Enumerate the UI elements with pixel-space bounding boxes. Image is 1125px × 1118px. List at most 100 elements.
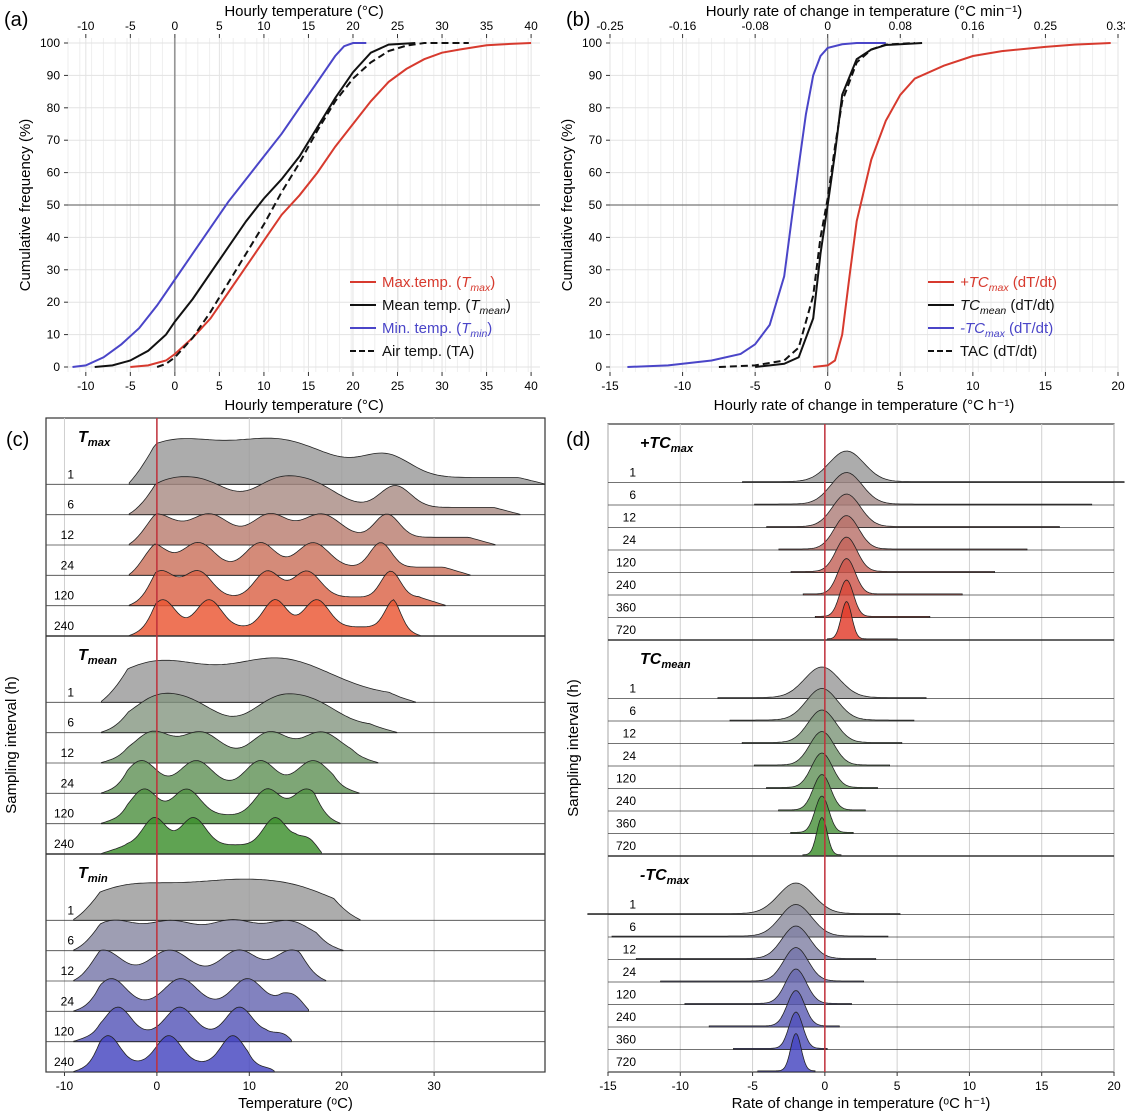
ridge-density (73, 1035, 275, 1073)
ridge-density (708, 990, 840, 1028)
ridge-label: 12 (623, 943, 637, 957)
y-tick-label: 20 (47, 295, 61, 309)
ridge-label: 360 (616, 817, 636, 831)
ridge-density (790, 795, 854, 834)
legend-label: TAC (dT/dt) (960, 343, 1037, 360)
ridge-density (766, 493, 1060, 528)
x-tick-label: 20 (335, 1079, 349, 1093)
panel-b-cumulative-rate: (b) 0 10 20 30 40 50 60 70 80 90 100 -15 -10 -5 0 5 10 15 2… (559, 3, 1125, 414)
x-tick-label: 10 (963, 1079, 977, 1093)
ridge-label: 6 (67, 716, 74, 730)
x-tick-label: 30 (435, 379, 449, 393)
x-tick-label: -5 (750, 379, 761, 393)
y-tick-label: 20 (589, 295, 603, 309)
x-top-tick-label: -0.16 (669, 19, 697, 33)
group-title: +TCmax (640, 435, 694, 455)
ridge-label: 24 (61, 558, 75, 572)
y-tick-label: 90 (589, 68, 603, 82)
x-tick-label: 30 (427, 1079, 441, 1093)
ridge-label: 120 (54, 807, 74, 821)
series-line-0 (813, 42, 1111, 368)
ridge-density (73, 919, 344, 952)
x-tick-label: -10 (672, 1079, 690, 1093)
ridge-density (778, 774, 866, 812)
ridge-density (635, 925, 877, 960)
x-tick-label: -5 (125, 379, 136, 393)
x-tick-label: 25 (391, 379, 405, 393)
x-top-tick-label: 10 (257, 19, 271, 33)
x-top-tick-label: 0 (172, 19, 179, 33)
legend-label: Air temp. (TA) (382, 343, 474, 360)
x-tick-label: 15 (302, 379, 316, 393)
y-tick-label: 90 (47, 68, 61, 82)
y-axis-title: Sampling interval (h) (565, 679, 582, 817)
ridge-density (101, 730, 379, 764)
x-top-tick-label: 0.33 (1106, 19, 1125, 33)
ridge-density (101, 657, 416, 703)
legend-label: TCmean (dT/dt) (960, 297, 1055, 317)
y-tick-label: 80 (47, 101, 61, 115)
x-tick-label: -10 (674, 379, 692, 393)
panel-c-ridgeline-temperature: (c) -10 0 10 20 30 Temperature (ᵒC) Sampling in… (3, 417, 546, 1112)
ridge-label: 720 (616, 623, 636, 637)
x-top-tick-label: 25 (391, 19, 405, 33)
panel-label: (c) (6, 429, 29, 451)
x-axis-title: Rate of change in temperature (ᵒC h⁻¹) (732, 1095, 991, 1112)
x-tick-label: -15 (601, 379, 619, 393)
ridge-density (101, 788, 341, 825)
ridge-density (128, 513, 496, 546)
y-tick-label: 0 (595, 360, 602, 374)
panel-label: (b) (566, 9, 590, 31)
ridge-label: 1 (67, 467, 74, 481)
panel-label: (d) (566, 429, 590, 451)
legend-label: Mean temp. (Tmean) (382, 297, 511, 317)
ridge-density (684, 968, 852, 1005)
x-top-axis-title: Hourly rate of change in temperature (°C… (706, 3, 1023, 20)
x-tick-label: 0 (822, 1079, 829, 1093)
x-tick-label: -15 (599, 1079, 617, 1093)
ridge-density (101, 692, 398, 734)
x-top-axis-title: Hourly temperature (°C) (224, 3, 383, 20)
group-title: -TCmax (640, 867, 690, 887)
group-title: Tmin (78, 865, 108, 885)
ridge-density (757, 1033, 816, 1073)
x-top-tick-label: 0.16 (961, 19, 985, 33)
x-top-tick-label: 30 (435, 19, 449, 33)
group-title: TCmean (640, 651, 691, 671)
ridge-label: 240 (616, 794, 636, 808)
ridge-label: 6 (629, 488, 636, 502)
ridge-label: 1 (67, 903, 74, 917)
ridge-density (717, 666, 927, 699)
x-tick-label: 10 (243, 1079, 257, 1093)
ridge-density (587, 882, 901, 915)
ridge-density (128, 599, 421, 637)
y-tick-label: 80 (589, 101, 603, 115)
ridge-label: 6 (629, 704, 636, 718)
ridge-label: 1 (629, 682, 636, 696)
y-tick-label: 100 (582, 36, 602, 50)
x-top-tick-label: 20 (346, 19, 360, 33)
x-tick-label: 10 (966, 379, 980, 393)
x-tick-label: 5 (897, 379, 904, 393)
ridge-label: 720 (616, 839, 636, 853)
ridge-density (611, 904, 889, 938)
ridge-label: 240 (54, 837, 74, 851)
x-axis-title: Temperature (ᵒC) (238, 1095, 353, 1112)
legend-label: -TCmax (dT/dt) (960, 320, 1053, 340)
x-top-tick-label: -0.25 (596, 19, 624, 33)
x-tick-label: 5 (216, 379, 223, 393)
ridge-label: 240 (54, 1055, 74, 1069)
y-tick-label: 100 (40, 36, 60, 50)
y-tick-label: 70 (589, 133, 603, 147)
x-tick-label: -10 (77, 379, 95, 393)
ridge-density (101, 760, 360, 794)
y-tick-label: 50 (47, 198, 61, 212)
y-tick-label: 10 (47, 328, 61, 342)
y-tick-label: 0 (53, 360, 60, 374)
x-tick-label: -5 (747, 1079, 758, 1093)
series-line-2 (627, 42, 886, 368)
y-tick-label: 70 (47, 133, 61, 147)
x-tick-label: 20 (1107, 1079, 1121, 1093)
y-tick-label: 40 (589, 230, 603, 244)
